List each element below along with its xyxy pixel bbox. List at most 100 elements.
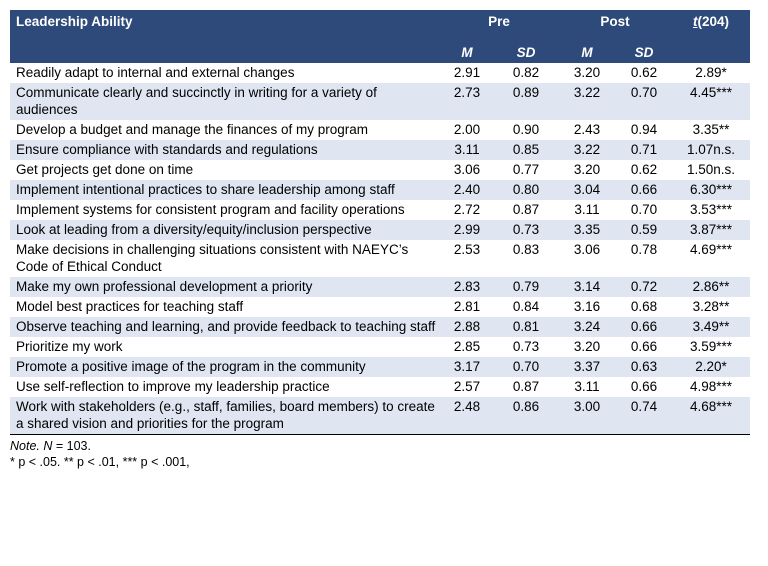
pre-sd-cell: 0.73	[512, 339, 540, 354]
pre-mean-cell: 2.00	[453, 122, 481, 137]
row-label: Implement systems for consistent program…	[16, 202, 405, 217]
post-mean-cell: 3.22	[558, 83, 616, 120]
t-value-cell: 3.53***	[689, 202, 733, 217]
post-mean-cell: 3.20	[573, 65, 601, 80]
t-value-cell: 3.49**	[672, 317, 751, 337]
table-row: Develop a budget and manage the finances…	[10, 120, 750, 140]
row-label: Ensure compliance with standards and reg…	[10, 140, 440, 160]
post-sd-cell: 0.66	[616, 180, 673, 200]
pre-sd-cell: 0.77	[512, 162, 540, 177]
row-label: Look at leading from a diversity/equity/…	[10, 220, 440, 240]
row-label: Observe teaching and learning, and provi…	[10, 317, 440, 337]
t-value-cell: 4.68***	[672, 397, 751, 435]
row-label: Develop a budget and manage the finances…	[16, 122, 368, 137]
pre-mean-cell: 2.40	[440, 180, 494, 200]
post-sd-cell: 0.78	[630, 242, 658, 257]
post-mean-cell: 3.20	[573, 339, 601, 354]
note-sample-size: Note. N = 103.	[10, 438, 750, 454]
post-sd-cell: 0.70	[630, 202, 658, 217]
post-mean-cell: 2.43	[573, 122, 601, 137]
row-label: Implement intentional practices to share…	[10, 180, 440, 200]
post-sd-cell: 0.66	[630, 339, 658, 354]
row-label: Promote a positive image of the program …	[10, 357, 440, 377]
pre-mean-cell: 2.57	[453, 379, 481, 394]
t-value-cell: 3.35**	[692, 122, 730, 137]
pre-sd-cell: 0.73	[494, 220, 558, 240]
header-t-statistic: t(204)	[672, 10, 751, 41]
pre-mean-cell: 2.91	[453, 65, 481, 80]
pre-mean-cell: 2.72	[453, 202, 481, 217]
header-blank-t	[672, 41, 751, 63]
pre-mean-cell: 3.06	[453, 162, 481, 177]
pre-mean-cell: 2.85	[453, 339, 481, 354]
pre-mean-cell: 3.17	[440, 357, 494, 377]
t-value-cell: 2.89*	[695, 65, 727, 80]
post-sd-cell: 0.59	[616, 220, 673, 240]
post-sd-cell: 0.62	[630, 65, 658, 80]
t-value-cell: 3.28**	[692, 299, 730, 314]
pre-sd-cell: 0.83	[512, 242, 540, 257]
pre-sd-cell: 0.87	[512, 379, 540, 394]
header-pre-m: M	[440, 41, 494, 63]
note-n-text: = 103.	[52, 439, 91, 453]
table-row: Use self-reflection to improve my leader…	[10, 377, 750, 397]
pre-sd-cell: 0.70	[494, 357, 558, 377]
post-mean-cell: 3.11	[574, 379, 600, 394]
table-row: Readily adapt to internal and external c…	[10, 63, 750, 83]
header-leadership-ability: Leadership Ability	[10, 10, 440, 41]
table-row: Implement systems for consistent program…	[10, 200, 750, 220]
post-sd-cell: 0.68	[630, 299, 658, 314]
row-label: Use self-reflection to improve my leader…	[16, 379, 330, 394]
pre-mean-cell: 2.99	[440, 220, 494, 240]
t-value-cell: 2.20*	[672, 357, 751, 377]
results-table-container: Leadership Ability Pre Post t(204) M SD …	[10, 10, 751, 470]
t-value-cell: 1.07n.s.	[672, 140, 751, 160]
note-n-label: N	[43, 439, 53, 453]
post-mean-cell: 3.24	[558, 317, 616, 337]
pre-sd-cell: 0.84	[512, 299, 540, 314]
header-post-sd: SD	[616, 41, 673, 63]
t-value-cell: 4.69***	[689, 242, 733, 257]
pre-mean-cell: 2.53	[453, 242, 481, 257]
table-note: Note. N = 103. * p < .05. ** p < .01, **…	[10, 438, 750, 470]
post-sd-cell: 0.66	[616, 317, 673, 337]
pre-mean-cell: 3.11	[440, 140, 494, 160]
post-sd-cell: 0.71	[616, 140, 673, 160]
row-label: Make my own professional development a p…	[10, 277, 440, 297]
table-row: Model best practices for teaching staff 2…	[10, 297, 750, 317]
table-body: Readily adapt to internal and external c…	[10, 63, 751, 435]
pre-mean-cell: 2.83	[440, 277, 494, 297]
post-mean-cell: 3.22	[558, 140, 616, 160]
header-t-df: (204)	[697, 14, 730, 29]
post-mean-cell: 3.04	[558, 180, 616, 200]
pre-sd-cell: 0.85	[494, 140, 558, 160]
header-post: Post	[558, 10, 673, 41]
pre-sd-cell: 0.86	[494, 397, 558, 435]
header-blank	[10, 41, 440, 63]
leadership-ability-table: Leadership Ability Pre Post t(204) M SD …	[10, 10, 751, 435]
t-value-cell: 3.87***	[672, 220, 751, 240]
t-value-cell: 2.86**	[672, 277, 751, 297]
row-label: Readily adapt to internal and external c…	[16, 65, 295, 80]
post-mean-cell: 3.35	[558, 220, 616, 240]
table-row: Make my own professional development a p…	[10, 277, 751, 297]
table-row: Observe teaching and learning, and provi…	[10, 317, 751, 337]
pre-sd-cell: 0.90	[512, 122, 540, 137]
post-sd-cell: 0.70	[616, 83, 673, 120]
post-mean-cell: 3.00	[558, 397, 616, 435]
table-row: Get projects get done on time 3.06 0.77 3.2…	[10, 160, 750, 180]
row-label: Communicate clearly and succinctly in wr…	[10, 83, 440, 120]
pre-sd-cell: 0.89	[494, 83, 558, 120]
table-row: Ensure compliance with standards and reg…	[10, 140, 751, 160]
pre-mean-cell: 2.48	[440, 397, 494, 435]
pre-mean-cell: 2.88	[440, 317, 494, 337]
table-row: Prioritize my work 2.85 0.73 3.20 0.66 3.59**…	[10, 337, 750, 357]
post-sd-cell: 0.72	[616, 277, 673, 297]
post-mean-cell: 3.20	[573, 162, 601, 177]
post-mean-cell: 3.14	[558, 277, 616, 297]
table-row: Work with stakeholders (e.g., staff, fam…	[10, 397, 751, 435]
post-sd-cell: 0.74	[616, 397, 673, 435]
pre-mean-cell: 2.73	[440, 83, 494, 120]
t-value-cell: 6.30***	[672, 180, 751, 200]
post-sd-cell: 0.63	[616, 357, 673, 377]
